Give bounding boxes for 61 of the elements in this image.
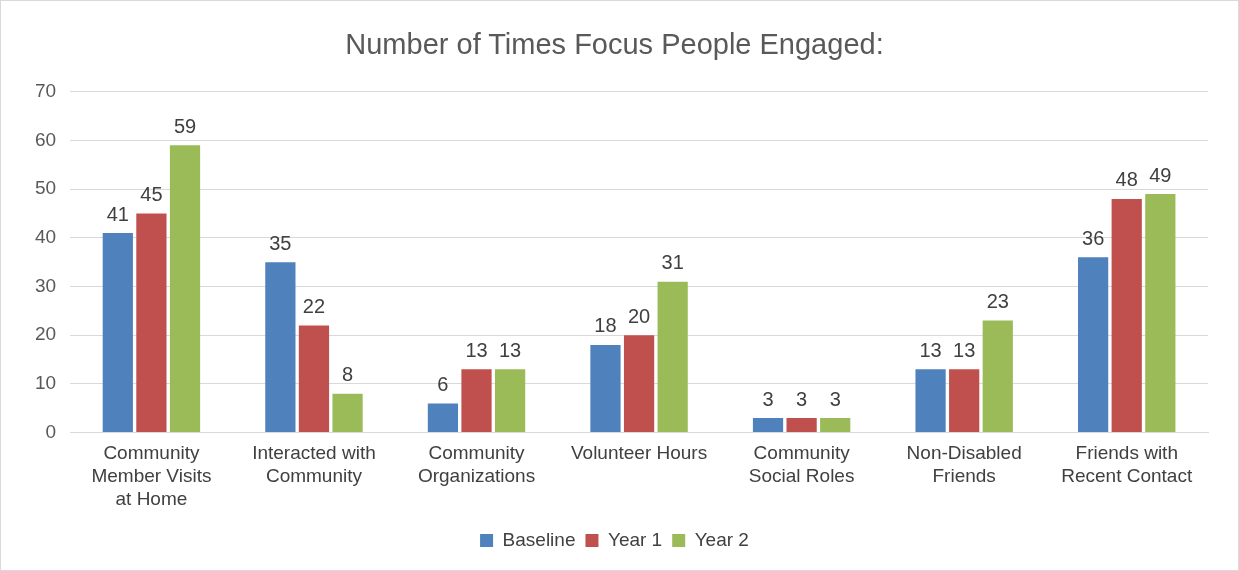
x-tick-label: Non-Disabled Friends [906, 442, 1022, 487]
y-tick-label: 20 [34, 323, 57, 345]
data-label: 31 [661, 251, 684, 274]
x-tick-label: Community Social Roles [748, 442, 855, 487]
y-tick-label: 40 [34, 226, 57, 248]
data-label: 23 [986, 290, 1009, 313]
bar [265, 262, 296, 433]
legend-label: Year 2 [694, 528, 749, 550]
bar [915, 369, 946, 433]
data-label: 13 [498, 338, 522, 361]
y-tick-label: 70 [34, 80, 57, 102]
data-label: 8 [341, 363, 354, 386]
data-label: 13 [953, 338, 976, 361]
bar [298, 325, 330, 433]
bar [1111, 198, 1142, 433]
bar [1078, 257, 1109, 433]
bar [820, 417, 851, 433]
y-tick-label: 10 [34, 372, 57, 394]
bar [102, 232, 133, 433]
legend-label: Baseline [502, 528, 576, 550]
bar [590, 344, 621, 433]
bar [136, 213, 167, 433]
y-tick-label: 0 [45, 420, 57, 442]
data-label: 13 [919, 338, 942, 361]
chart-title: Number of Times Focus People Engaged: [345, 28, 884, 61]
data-label: 41 [106, 202, 129, 225]
bar [494, 369, 526, 433]
data-label: 6 [437, 372, 449, 395]
data-label: 45 [140, 183, 163, 206]
bar [427, 403, 459, 433]
y-tick-label: 30 [34, 274, 57, 296]
legend-label: Year 1 [607, 528, 663, 550]
x-tick-label: Friends with Recent Contact [1061, 442, 1193, 487]
bar [461, 369, 492, 433]
data-label: 49 [1149, 163, 1172, 186]
data-label: 22 [302, 295, 326, 318]
bar [949, 369, 980, 433]
bar [982, 320, 1013, 433]
data-label: 35 [269, 231, 292, 254]
data-label: 3 [829, 387, 841, 410]
x-tick-label: Community Member Visits at Home [91, 442, 212, 509]
y-tick-label: 50 [34, 177, 57, 199]
data-label: 3 [796, 387, 808, 410]
bar [623, 335, 655, 433]
y-tick-label: 60 [34, 128, 57, 150]
x-tick-label: Volunteer Hours [570, 442, 708, 464]
bar [169, 145, 201, 433]
data-label: 36 [1082, 226, 1105, 249]
data-label: 59 [173, 114, 197, 137]
x-tick-label: Community Organizations [417, 442, 536, 487]
bar [657, 281, 688, 433]
bar [1145, 194, 1176, 433]
data-label: 18 [594, 314, 617, 337]
data-label: 13 [465, 338, 488, 361]
bar [786, 417, 817, 433]
bar [332, 393, 363, 433]
x-tick-label: Interacted with Community [252, 442, 376, 487]
data-label: 48 [1115, 168, 1138, 191]
data-label: 20 [627, 304, 651, 327]
bar [752, 417, 784, 433]
data-label: 3 [762, 387, 774, 410]
